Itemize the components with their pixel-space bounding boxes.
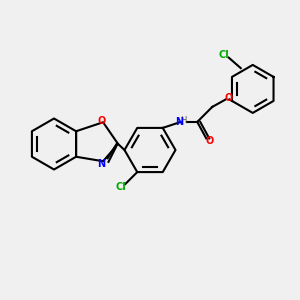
Text: O: O: [98, 116, 106, 126]
Text: N: N: [175, 117, 183, 127]
Text: O: O: [224, 93, 232, 103]
Text: Cl: Cl: [116, 182, 126, 192]
Text: H: H: [181, 116, 187, 125]
Text: O: O: [205, 136, 213, 146]
Text: N: N: [98, 159, 106, 169]
Text: Cl: Cl: [219, 50, 230, 60]
